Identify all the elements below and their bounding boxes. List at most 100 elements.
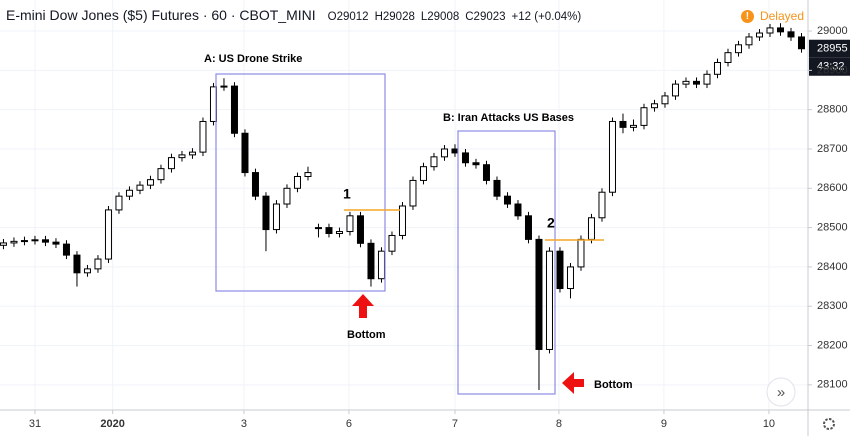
settings-icon[interactable] — [823, 418, 835, 430]
header-value: L29008 — [420, 11, 460, 23]
candle-body — [293, 176, 301, 189]
status[interactable]: ! Delayed — [740, 9, 804, 23]
candle-body — [577, 238, 585, 268]
candle-body — [52, 241, 60, 245]
candle-body — [262, 195, 270, 231]
candle-body — [251, 172, 259, 197]
candle-body — [178, 154, 186, 159]
annotation: A: US Drone Strike — [204, 53, 302, 65]
candle-body — [535, 238, 543, 350]
candle-body — [598, 191, 606, 219]
candle-body — [745, 36, 753, 46]
candle-body — [10, 240, 18, 244]
x-tick-label: 9 — [661, 418, 667, 430]
candle-body — [766, 27, 774, 34]
candle-body — [0, 242, 7, 246]
candle-body — [188, 151, 196, 156]
candle-body — [703, 73, 711, 85]
candle-body — [556, 250, 564, 290]
candle-body — [787, 31, 795, 38]
candle-body — [314, 227, 322, 230]
candle-body — [199, 120, 207, 153]
candle-body — [650, 103, 658, 109]
candle-body — [461, 152, 469, 164]
annotation: Bottom — [347, 329, 386, 341]
candle-body — [388, 234, 396, 252]
candle-body — [325, 227, 333, 234]
candle-body — [661, 95, 669, 105]
candle-body — [62, 243, 70, 256]
y-tick-label: 28900 — [817, 64, 848, 76]
annotation: 2 — [547, 215, 555, 231]
x-tick-label: 10 — [763, 418, 775, 430]
header-value: +12 (+0.04%) — [511, 11, 582, 23]
candle-body — [440, 148, 448, 158]
scroll-icon[interactable]: » — [777, 384, 785, 401]
candle-body — [545, 250, 553, 350]
box-b — [457, 130, 556, 395]
candle-body — [493, 179, 501, 197]
annotation: 1 — [343, 186, 351, 202]
candle-body — [640, 107, 648, 126]
x-tick-label: 31 — [29, 418, 41, 430]
candle-body — [31, 239, 39, 242]
candle-body — [20, 240, 28, 243]
candle-body — [241, 132, 249, 174]
chart-title: E-mini Dow Jones ($5) Futures · 60 · CBO… — [6, 7, 316, 23]
y-tick-label: 28800 — [817, 104, 848, 116]
candle-body — [73, 254, 81, 274]
y-tick-label: 28700 — [817, 143, 848, 155]
candle-body — [671, 83, 679, 97]
box-a — [215, 73, 386, 292]
last-price-box: 28955 43:32 — [809, 39, 850, 76]
candle-body — [682, 80, 690, 85]
candle-body — [451, 148, 459, 154]
x-tick-label: 6 — [346, 418, 352, 430]
candle-body — [755, 32, 763, 38]
status-text: Delayed — [759, 9, 804, 23]
candle-body — [514, 203, 522, 217]
header: E-mini Dow Jones ($5) Futures · 60 · CBO… — [6, 7, 587, 23]
candle-body — [115, 195, 123, 211]
candle-body — [776, 27, 784, 33]
candle-body — [524, 215, 532, 240]
candle-body — [83, 268, 91, 274]
y-tick-label: 28200 — [817, 339, 848, 351]
candle-body — [409, 179, 417, 207]
candle-body — [472, 162, 480, 166]
candle-body — [797, 36, 805, 50]
candle-body — [346, 215, 354, 233]
candle-body — [41, 239, 49, 243]
candle-body — [167, 157, 175, 170]
candle-body — [157, 168, 165, 181]
candles — [0, 23, 805, 390]
candle-body — [430, 156, 438, 168]
y-tick-label: 28400 — [817, 261, 848, 273]
candle-body — [304, 172, 312, 178]
candle-body — [272, 203, 280, 231]
y-tick-label: 28100 — [817, 379, 848, 391]
scroll-button[interactable] — [766, 377, 796, 407]
header-value: C29023 — [465, 11, 506, 23]
last-price-label: 28955 — [817, 43, 848, 55]
candle-body — [377, 250, 385, 280]
candle-body — [734, 44, 742, 54]
candle-body — [713, 62, 721, 75]
candle-body — [283, 187, 291, 205]
x-tick-label: 8 — [556, 418, 562, 430]
arrow-up — [352, 294, 374, 318]
arrow-left — [562, 372, 584, 394]
candle-body — [94, 258, 102, 270]
candle-body — [398, 205, 406, 236]
candle-body — [629, 124, 637, 128]
last-price-bg — [809, 39, 850, 58]
candle-body — [335, 231, 343, 234]
candle-body — [104, 209, 112, 260]
candle-body — [125, 189, 133, 197]
annotation: B: Iran Attacks US Bases — [443, 112, 574, 124]
candle-body — [367, 242, 375, 280]
candle-body — [136, 184, 144, 191]
candle-body — [724, 52, 732, 64]
